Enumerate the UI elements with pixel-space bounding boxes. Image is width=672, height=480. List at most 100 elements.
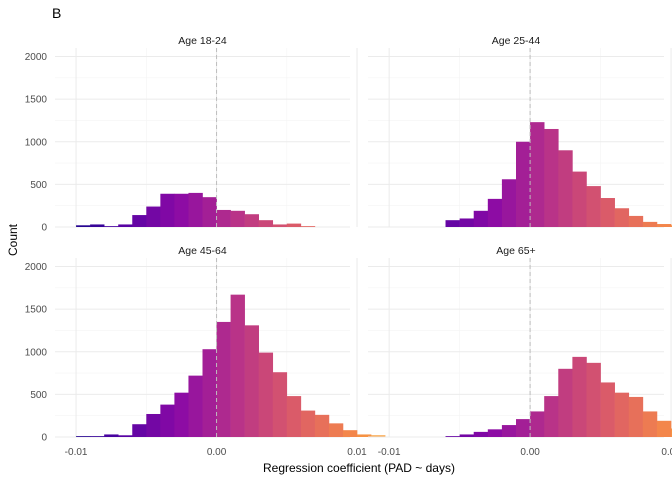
histogram-bar xyxy=(118,435,133,437)
histogram-bar xyxy=(656,420,672,437)
histogram-bar xyxy=(628,215,644,227)
x-tick-label: 0.00 xyxy=(520,447,540,458)
histogram-bar xyxy=(445,436,460,437)
histogram-bar xyxy=(160,193,175,227)
histogram-bar xyxy=(558,368,573,437)
histogram-bar xyxy=(371,435,386,437)
y-tick-label: 500 xyxy=(30,390,47,401)
histogram-bar xyxy=(586,362,601,437)
histogram-bar xyxy=(300,410,316,437)
histogram-bar xyxy=(572,356,587,437)
histogram-bar xyxy=(314,414,330,437)
histogram-bar xyxy=(286,223,302,227)
histogram-bar xyxy=(516,141,531,227)
histogram-bar xyxy=(572,171,587,227)
y-axis-title: Count xyxy=(6,223,20,256)
histogram-bar xyxy=(487,198,503,227)
y-tick-label: 1500 xyxy=(25,95,48,106)
histogram-bar xyxy=(586,186,601,227)
histogram-bar xyxy=(445,220,460,227)
histogram-bar xyxy=(328,423,344,437)
histogram-bar xyxy=(544,128,559,227)
histogram-bar xyxy=(473,210,489,227)
histogram-bar xyxy=(286,396,302,437)
histogram-bar xyxy=(501,179,517,227)
histogram-bar xyxy=(216,209,231,227)
histogram-bar xyxy=(357,434,372,437)
x-tick-label: 0.01 xyxy=(661,447,672,458)
histogram-bar xyxy=(244,325,259,437)
histogram-bar xyxy=(132,215,147,227)
panel-title: Age 18-24 xyxy=(178,35,227,47)
y-tick-label: 2000 xyxy=(25,262,48,273)
histogram-bar xyxy=(118,224,133,227)
histogram-bar xyxy=(516,419,531,437)
histogram-bar xyxy=(146,413,161,437)
histogram-bar xyxy=(76,436,91,437)
panels-group: Age 18-24 0 500 1000 1500 2000 Age 25-44 Age 45… xyxy=(25,35,672,458)
histogram-bar xyxy=(656,224,672,227)
histogram-bar xyxy=(216,321,231,437)
panel-3: Age 45-64 0 500 1000 1500 2000 -0.01 0.00 0.01 xyxy=(25,245,386,458)
y-tick-label: 1000 xyxy=(25,347,48,358)
y-tick-label: 2000 xyxy=(25,52,48,63)
figure-tag: B xyxy=(52,5,61,21)
histogram-bar xyxy=(202,197,217,227)
histogram-bar xyxy=(628,396,644,437)
y-tick-label: 0 xyxy=(41,433,47,444)
histogram-bar xyxy=(104,434,119,437)
panel-title: Age 25-44 xyxy=(492,35,541,47)
histogram-bar xyxy=(558,150,573,227)
y-tick-label: 0 xyxy=(41,223,47,234)
histogram-bar xyxy=(104,226,119,227)
histogram-bar xyxy=(230,294,245,437)
histogram-bar xyxy=(544,396,559,437)
histogram-bar xyxy=(600,382,615,437)
histogram-bar xyxy=(459,218,475,227)
histogram-bar xyxy=(614,208,630,227)
y-tick-label: 1500 xyxy=(25,305,48,316)
histogram-bar xyxy=(272,224,288,227)
histogram-bar xyxy=(487,429,503,437)
histogram-bar xyxy=(614,392,630,437)
panel-2: Age 25-44 xyxy=(368,35,672,228)
panel-1: Age 18-24 0 500 1000 1500 2000 xyxy=(25,35,358,234)
y-tick-label: 1000 xyxy=(25,137,48,148)
histogram-bar xyxy=(342,430,358,437)
histogram-bar xyxy=(600,198,615,227)
histogram-bar xyxy=(530,122,545,227)
histogram-bar xyxy=(202,349,217,437)
panel-title: Age 45-64 xyxy=(178,245,227,257)
histogram-bar xyxy=(174,392,189,437)
histogram-bar xyxy=(473,431,489,437)
panel-4: Age 65+ -0.01 0.00 0.01 xyxy=(368,245,672,458)
panel-title: Age 65+ xyxy=(496,245,535,257)
y-tick-label: 500 xyxy=(30,180,47,191)
histogram-bar xyxy=(258,352,274,437)
histogram-bar xyxy=(642,221,658,227)
histogram-bar xyxy=(244,214,259,227)
histogram-bar xyxy=(90,224,105,227)
histogram-bar xyxy=(132,424,147,437)
x-tick-label: 0.01 xyxy=(347,447,367,458)
histogram-bar xyxy=(459,434,475,437)
histogram-bar xyxy=(272,372,288,437)
histogram-bar xyxy=(300,226,316,227)
x-tick-label: 0.00 xyxy=(207,447,227,458)
histogram-bar xyxy=(501,425,517,437)
histogram-bar xyxy=(146,206,161,227)
x-tick-label: -0.01 xyxy=(378,447,401,458)
histogram-bar xyxy=(530,411,545,437)
x-tick-label: -0.01 xyxy=(65,447,88,458)
histogram-bar xyxy=(90,436,105,437)
histogram-bar xyxy=(188,375,203,437)
histogram-bar xyxy=(76,225,91,227)
histogram-bar xyxy=(642,411,658,437)
histogram-bar xyxy=(174,193,189,227)
histogram-bar xyxy=(188,192,203,227)
histogram-bar xyxy=(160,404,175,437)
histogram-bar xyxy=(258,220,274,227)
x-axis-title: Regression coefficient (PAD ~ days) xyxy=(263,461,455,475)
histogram-bar xyxy=(230,210,245,227)
